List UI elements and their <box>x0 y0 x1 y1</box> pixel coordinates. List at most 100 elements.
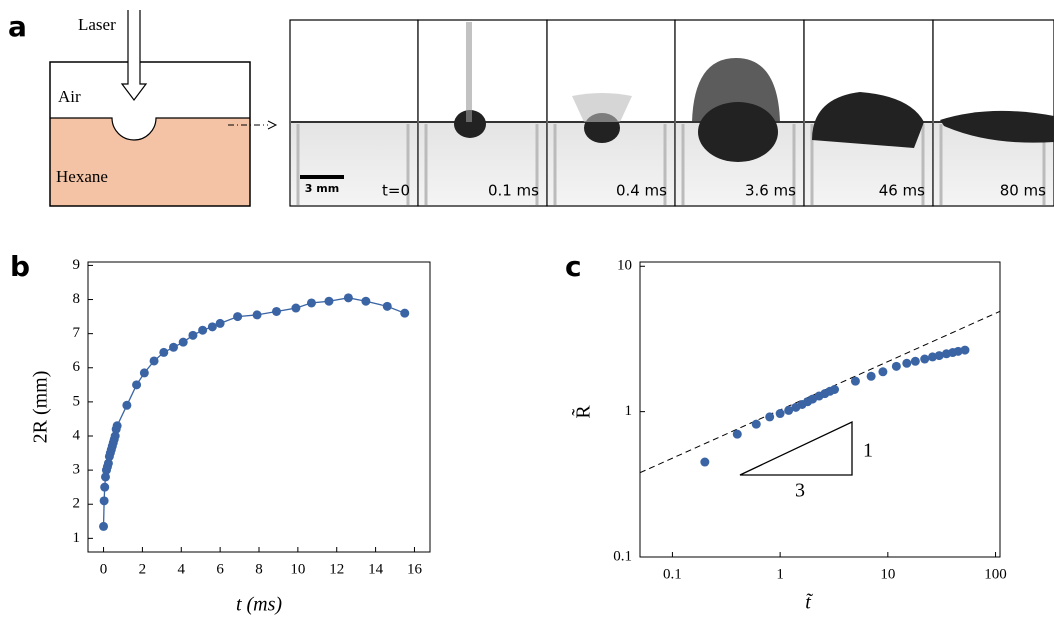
y-tick-label: 4 <box>73 427 81 443</box>
liquid <box>419 122 546 205</box>
data-point <box>99 521 109 531</box>
x-tick-label: 6 <box>216 561 224 577</box>
data-point <box>100 482 110 492</box>
data-point <box>361 296 371 306</box>
collapse <box>940 110 1054 143</box>
jet <box>466 22 472 122</box>
data-point <box>207 322 217 332</box>
data-point <box>878 367 888 377</box>
y-tick-label: 8 <box>73 291 81 307</box>
y-tick-label: 5 <box>73 393 81 409</box>
data-point <box>920 354 930 364</box>
data-point <box>198 325 208 335</box>
slope-label: 1 <box>863 440 873 462</box>
container <box>49 61 251 207</box>
x-tick-label: 2 <box>139 561 147 577</box>
photo-strip <box>289 19 1054 207</box>
liquid <box>291 122 417 205</box>
data-point <box>252 310 262 320</box>
laser-arrow <box>120 10 148 101</box>
frame-time: t=0 <box>382 182 410 200</box>
data-point <box>765 412 775 422</box>
y-tick-label: 0.1 <box>613 548 632 564</box>
data-point <box>784 405 794 415</box>
scale-label: 3 mm <box>305 182 339 195</box>
data-point <box>910 356 920 366</box>
plot-frame <box>87 261 431 553</box>
panel-label: a <box>8 10 27 43</box>
data-point <box>891 361 901 371</box>
frame-time: 80 ms <box>1000 182 1046 200</box>
y-tick-label: 10 <box>617 258 632 274</box>
data-point <box>122 400 132 410</box>
data-point <box>271 306 281 316</box>
x-tick-label: 0.1 <box>663 566 682 582</box>
data-point <box>775 409 785 419</box>
data-point <box>215 318 225 328</box>
data-point <box>291 303 301 313</box>
dome <box>692 58 780 122</box>
frame-time: 0.1 ms <box>488 182 539 200</box>
data-point <box>700 457 710 467</box>
x-tick-label: 8 <box>255 561 263 577</box>
y-axis-title: R̃ <box>571 405 595 419</box>
y-tick-label: 1 <box>625 403 633 419</box>
data-point <box>382 301 392 311</box>
x-axis-title: t̃ <box>805 592 813 614</box>
y-tick-label: 7 <box>73 325 81 341</box>
cavity <box>112 118 156 140</box>
splash <box>572 93 632 122</box>
x-tick-label: 4 <box>178 561 186 577</box>
data-point <box>100 472 110 482</box>
x-axis-title: t (ms) <box>236 594 282 616</box>
y-tick-label: 2 <box>73 496 81 512</box>
frame-time: 3.6 ms <box>745 182 796 200</box>
y-tick-label: 1 <box>73 530 81 546</box>
cavity-blob <box>698 102 778 162</box>
data-point <box>188 330 198 340</box>
data-point <box>850 376 860 386</box>
x-tick-label: 100 <box>984 566 1007 582</box>
data-point <box>139 368 149 378</box>
data-point <box>866 371 876 381</box>
data-point <box>306 298 316 308</box>
cavity-blob <box>454 110 486 138</box>
data-point <box>110 431 120 441</box>
scale-bar <box>300 175 344 179</box>
data-point <box>751 419 761 429</box>
x-tick-label: 1 <box>776 566 784 582</box>
x-tick-label: 14 <box>368 561 384 577</box>
x-tick-label: 16 <box>407 561 423 577</box>
frame-time: 46 ms <box>879 182 925 200</box>
data-point <box>233 312 243 322</box>
slope-label: 3 <box>795 480 805 502</box>
panel-label: b <box>10 250 30 283</box>
x-tick-label: 10 <box>290 561 305 577</box>
data-point <box>953 346 963 356</box>
y-tick-label: 3 <box>73 462 81 478</box>
data-point <box>934 351 944 361</box>
plot-frame <box>639 261 1001 558</box>
laser-label: Laser <box>78 15 116 34</box>
data-point <box>178 337 188 347</box>
data-point <box>149 356 159 366</box>
panel-label: c <box>565 250 582 283</box>
y-tick-label: 9 <box>73 257 81 273</box>
data-point <box>902 358 912 368</box>
data-point <box>159 347 169 357</box>
hexane-label: Hexane <box>56 167 108 186</box>
data-point <box>324 296 334 306</box>
y-axis-title: 2R (mm) <box>30 371 52 444</box>
air-label: Air <box>58 87 81 106</box>
data-point <box>99 496 109 506</box>
data-point <box>103 458 113 468</box>
data-point <box>169 342 178 352</box>
collapse <box>812 92 924 148</box>
data-point <box>830 384 840 394</box>
data-point <box>960 345 970 355</box>
data-point <box>732 429 742 439</box>
slope-triangle <box>739 420 853 476</box>
data-line <box>102 297 405 527</box>
x-tick-label: 0 <box>100 561 108 577</box>
